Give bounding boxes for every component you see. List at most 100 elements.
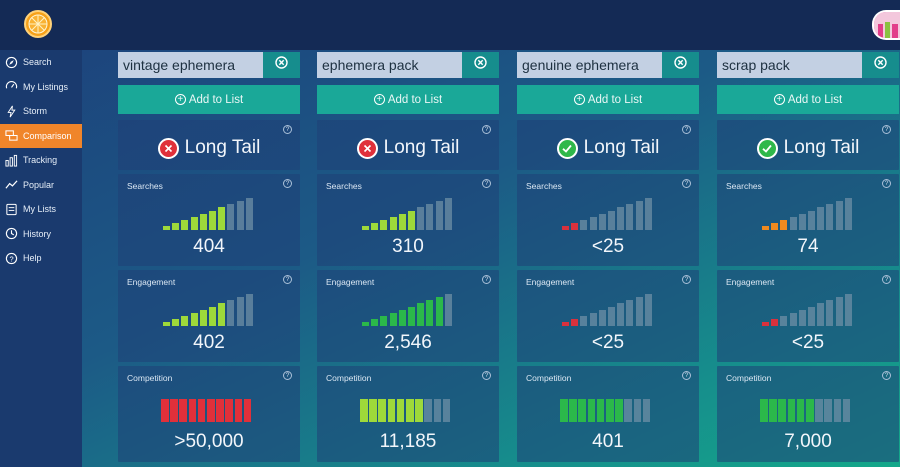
help-icon[interactable]: ? [482, 275, 491, 284]
signal-bar [798, 213, 806, 230]
help-icon[interactable]: ? [682, 179, 691, 188]
competition-bar [815, 399, 823, 422]
help-icon[interactable]: ? [283, 179, 292, 188]
searches-value: 310 [392, 236, 424, 257]
keyword-input[interactable]: ephemera pack [317, 52, 462, 78]
competition-bars [560, 399, 652, 422]
signal-bar [444, 198, 452, 230]
signal-bar [635, 201, 643, 230]
add-to-list-button[interactable]: + Add to List [317, 85, 499, 114]
close-circle-icon [474, 56, 487, 74]
help-icon[interactable]: ? [482, 371, 491, 380]
competition-bar [633, 399, 642, 422]
add-to-list-button[interactable]: + Add to List [118, 85, 300, 114]
close-circle-icon [874, 56, 887, 74]
competition-value: 11,185 [379, 431, 437, 452]
add-to-list-label: Add to List [587, 93, 643, 106]
card-title: Engagement [526, 277, 575, 287]
sidebar-item-help[interactable]: ? Help [0, 246, 82, 271]
keyword-row: genuine ephemera [517, 52, 699, 78]
keyword-column: scrap pack + Add to List? Long Tail Searches… [717, 52, 899, 462]
remove-keyword-button[interactable] [662, 52, 699, 78]
sidebar-item-history[interactable]: History [0, 222, 82, 247]
searches-bars [362, 198, 454, 230]
competition-bar [396, 399, 405, 422]
keyword-input[interactable]: genuine ephemera [517, 52, 662, 78]
signal-bar [209, 306, 216, 326]
signal-bar [218, 207, 226, 230]
help-icon[interactable]: ? [882, 371, 891, 380]
signal-bar [798, 309, 806, 326]
top-bar [0, 0, 900, 50]
competition-bar [624, 399, 632, 422]
help-icon[interactable]: ? [283, 275, 292, 284]
competition-card: Competition? >50,000 [118, 366, 300, 462]
sidebar-item-storm[interactable]: Storm [0, 99, 82, 124]
engagement-card: Engagement? <25 [517, 270, 699, 362]
sidebar-item-my-listings[interactable]: My Listings [0, 75, 82, 100]
remove-keyword-button[interactable] [862, 52, 899, 78]
competition-value: 7,000 [784, 431, 832, 452]
competition-bars [760, 399, 852, 422]
help-icon[interactable]: ? [283, 371, 292, 380]
signal-bar [617, 303, 625, 326]
engagement-value: 402 [193, 332, 225, 353]
help-icon[interactable]: ? [682, 275, 691, 284]
card-title: Searches [127, 181, 163, 191]
long-tail-label: Long Tail [184, 137, 261, 158]
competition-bar [360, 399, 368, 422]
help-icon[interactable]: ? [682, 371, 691, 380]
engagement-bars [562, 294, 654, 326]
long-tail-card: ? Long Tail [118, 120, 300, 170]
help-icon[interactable]: ? [882, 179, 891, 188]
signal-bar [617, 207, 625, 230]
signal-bar [589, 312, 597, 326]
remove-keyword-button[interactable] [263, 52, 300, 78]
help-icon[interactable]: ? [283, 125, 292, 134]
keyword-input[interactable]: vintage ephemera [118, 52, 263, 78]
sidebar-item-my-lists[interactable]: My Lists [0, 197, 82, 222]
competition-bar [170, 399, 178, 422]
sidebar-item-label: My Lists [23, 204, 57, 215]
signal-bar [380, 315, 388, 326]
help-icon[interactable]: ? [882, 125, 891, 134]
signal-bar [181, 315, 189, 326]
keyword-input[interactable]: scrap pack [717, 52, 862, 78]
searches-value: <25 [591, 236, 625, 257]
add-to-list-button[interactable]: + Add to List [517, 85, 699, 114]
signal-bar [398, 309, 406, 326]
competition-bar [615, 399, 623, 422]
sidebar-item-search[interactable]: Search [0, 50, 82, 75]
sidebar-item-comparison[interactable]: Comparison [0, 123, 82, 148]
remove-keyword-button[interactable] [462, 52, 499, 78]
signal-bar [199, 213, 207, 230]
signal-bar [371, 318, 379, 326]
signal-bar [417, 207, 425, 230]
competition-bar [569, 399, 577, 422]
signal-bar [227, 204, 235, 230]
add-to-list-button[interactable]: + Add to List [717, 85, 899, 114]
orange-slice-icon[interactable] [24, 10, 52, 38]
help-icon[interactable]: ? [482, 179, 491, 188]
sidebar-item-popular[interactable]: Popular [0, 173, 82, 198]
competition-bar [796, 399, 805, 422]
signal-bar [762, 322, 769, 326]
long-tail-card: ? Long Tail [717, 120, 899, 170]
sidebar-item-label: My Listings [23, 81, 69, 92]
keyword-column: genuine ephemera + Add to List? Long Tail Se… [517, 52, 699, 462]
sidebar: Search My Listings Storm Comparison Tracking… [0, 50, 82, 467]
engagement-bars [362, 294, 454, 326]
signal-bar [817, 303, 825, 326]
signal-bar [789, 216, 797, 230]
competition-bar [442, 399, 451, 422]
signal-bar [826, 300, 834, 326]
sidebar-item-tracking[interactable]: Tracking [0, 148, 82, 173]
user-avatar-icon[interactable] [872, 10, 900, 40]
help-icon[interactable]: ? [682, 125, 691, 134]
competition-bar [387, 399, 396, 422]
help-icon[interactable]: ? [482, 125, 491, 134]
searches-card: Searches? <25 [517, 174, 699, 266]
competition-bar [197, 399, 206, 422]
signal-bar [589, 216, 597, 230]
help-icon[interactable]: ? [882, 275, 891, 284]
